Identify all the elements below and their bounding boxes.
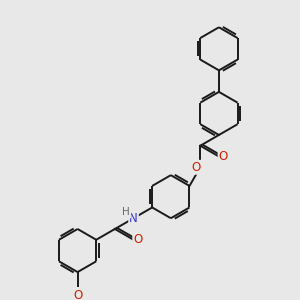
Text: O: O xyxy=(219,150,228,163)
Text: N: N xyxy=(129,212,138,225)
Text: O: O xyxy=(133,233,142,246)
Text: O: O xyxy=(191,161,201,174)
Text: H: H xyxy=(122,208,130,218)
Text: O: O xyxy=(73,289,82,300)
